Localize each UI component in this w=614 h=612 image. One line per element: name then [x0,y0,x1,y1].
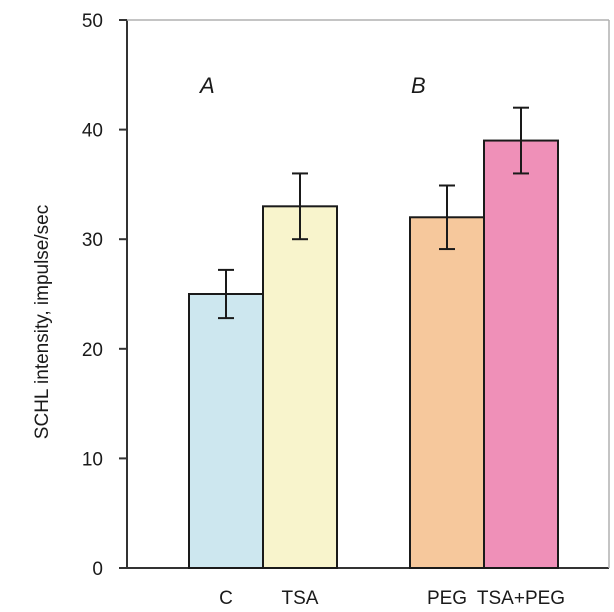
x-tick-labels: C TSA PEG TSA+PEG [219,588,565,609]
panel-label-a: A [198,73,215,98]
bars [188,139,559,569]
error-bar [513,106,529,175]
x-tick-label: TSA [282,588,319,609]
x-tick-label: C [219,588,233,609]
y-ticks: 0 10 20 30 40 50 [82,11,127,580]
bar-peg [409,216,485,569]
x-tick-label: TSA+PEG [477,588,565,609]
bar-tsa [262,205,338,569]
y-tick-label: 40 [82,121,103,142]
y-tick-label: 20 [82,340,103,361]
bar-tsa-peg [483,139,559,569]
error-bar [439,184,455,251]
panel-label-b: B [411,73,426,98]
error-bar [218,268,234,320]
bar-c [188,293,264,569]
y-axis-label: SCHL intensity, impulse/sec [32,205,53,439]
y-tick-label: 30 [82,230,103,251]
error-bar [292,172,308,241]
error-bars [218,106,529,320]
y-tick-label: 10 [82,449,103,470]
y-tick-label: 50 [82,11,103,32]
x-tick-label: PEG [427,588,467,609]
y-tick-label: 0 [92,559,103,580]
